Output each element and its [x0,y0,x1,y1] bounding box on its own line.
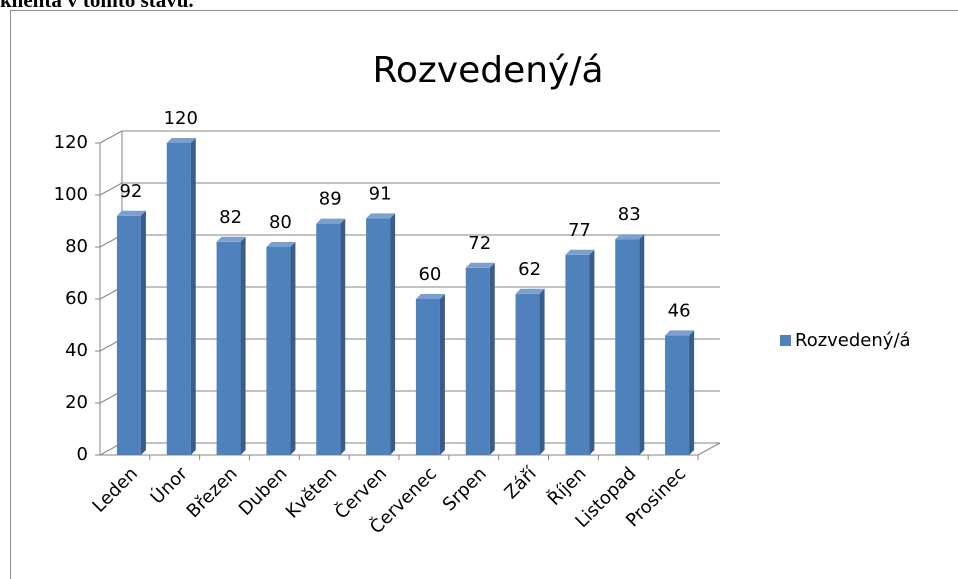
bar [116,210,146,455]
value-label: 80 [269,212,292,233]
bar-side [290,242,296,455]
floor-right [697,442,721,456]
y-tick-label: 80 [65,236,88,257]
bar-side [340,218,346,455]
value-label: 120 [164,108,198,129]
bar-front [665,335,690,455]
bar-side [390,213,396,455]
y-tick-label: 20 [65,392,88,413]
bar [366,213,396,455]
bar-top [515,288,545,294]
value-label: 46 [668,300,691,321]
bar-top [615,234,645,240]
bar-side [190,138,196,455]
bar-front [266,247,291,455]
bar-top [415,294,445,299]
bar [615,234,645,455]
value-label: 77 [568,220,591,241]
bar-top [465,262,495,268]
y-tick-label: 120 [54,132,88,153]
grid-line-side [99,130,123,144]
bar-top [216,236,246,242]
bar [465,262,495,455]
bar [166,138,196,455]
value-label: 62 [518,259,541,280]
bar-front [515,293,540,455]
legend-swatch [780,335,791,346]
y-tick-label: 100 [54,184,88,205]
bar-top [166,138,196,143]
bar-front [615,239,640,455]
bar-front [465,267,490,455]
bar-side [689,330,695,455]
value-label: 92 [119,181,142,202]
y-tick-label: 0 [77,444,88,465]
bar-top [266,242,296,247]
bar-side [639,234,645,455]
chart-title: Rozvedený/á [372,50,603,91]
bar-side [539,288,545,455]
bar-front [166,143,191,455]
bar [515,288,545,455]
page-text: klienta v tomto stavu. [0,0,194,12]
bar-side [439,294,445,455]
bar-front [216,241,241,455]
value-label: 91 [369,183,392,204]
y-tick-label: 40 [65,340,88,361]
legend-label: Rozvedený/á [795,330,911,351]
value-label: 83 [618,204,641,225]
bar-top [565,249,595,255]
bar [415,294,445,455]
bar [316,218,346,455]
bar-side [140,210,146,455]
value-label: 72 [468,233,491,254]
bar [665,330,695,455]
bar-front [565,254,590,455]
value-label: 60 [418,264,441,285]
bar-front [116,215,141,455]
y-tick-label: 60 [65,288,88,309]
bar [565,249,595,455]
bar-front [366,218,391,455]
bar [216,236,246,455]
bar-top [116,210,146,216]
value-label: 89 [319,189,342,210]
bar-top [665,330,695,336]
bar-side [489,262,495,455]
bar-side [589,249,595,455]
bar-top [366,213,396,219]
bar-side [240,236,246,455]
bar [266,242,296,455]
bar-front [316,223,341,455]
bar-front [415,299,440,455]
value-label: 82 [219,207,242,228]
bar-top [316,218,346,224]
grid-line-side [99,182,123,196]
